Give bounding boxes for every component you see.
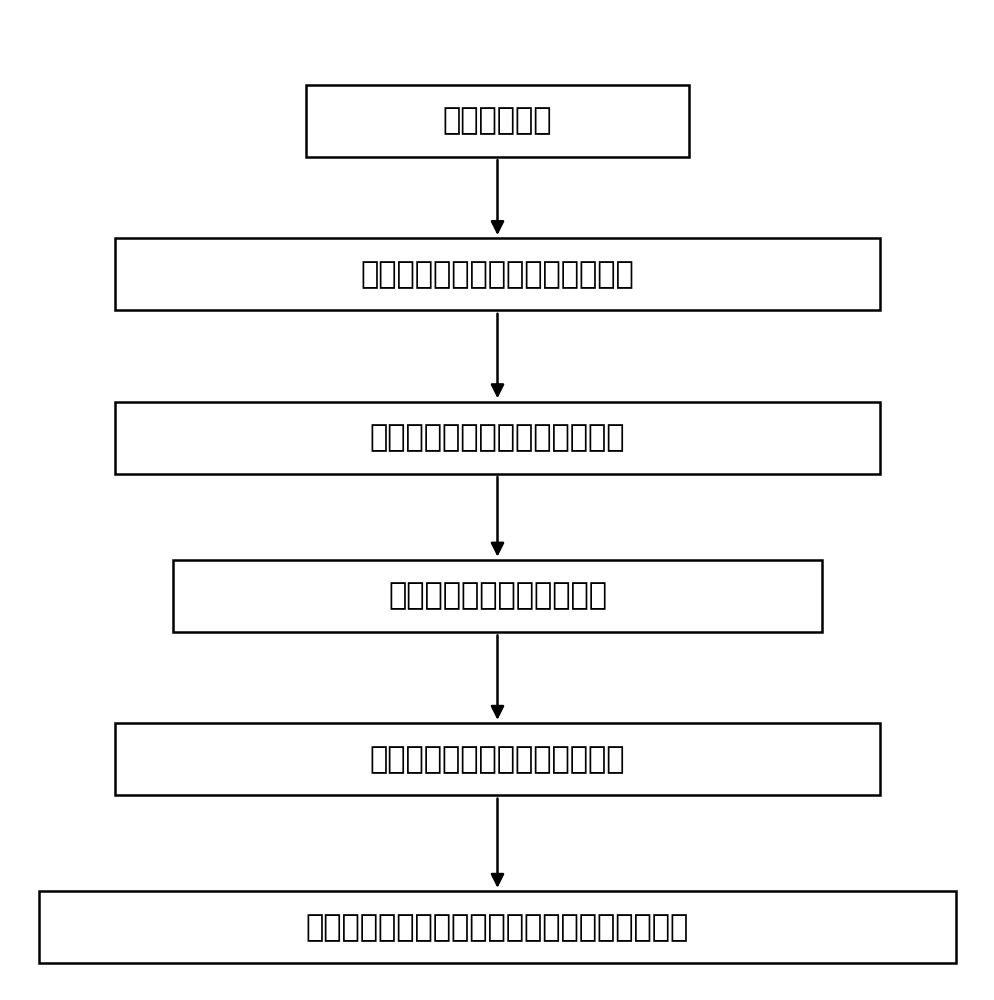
Text: 不变荷载加载: 不变荷载加载 [442, 106, 552, 135]
Bar [173, 560, 821, 632]
Text: 浸水期间徐变分离后桩身应变值及桩身内力推算: 浸水期间徐变分离后桩身应变值及桩身内力推算 [305, 913, 689, 942]
Text: 标定段实测徐变度函数获取: 标定段实测徐变度函数获取 [388, 582, 606, 610]
Bar [115, 723, 879, 795]
Bar [39, 891, 955, 963]
Bar [115, 238, 879, 310]
Text: 任一加载龄期的徐变度函数获取: 任一加载龄期的徐变度函数获取 [370, 745, 624, 774]
Text: 浸水前桩身应变值及桩身内力测试: 浸水前桩身应变值及桩身内力测试 [360, 260, 634, 289]
Bar [115, 402, 879, 474]
Bar [306, 85, 688, 157]
Text: 浸水及浸水期间桩身应变值测试: 浸水及浸水期间桩身应变值测试 [370, 423, 624, 452]
